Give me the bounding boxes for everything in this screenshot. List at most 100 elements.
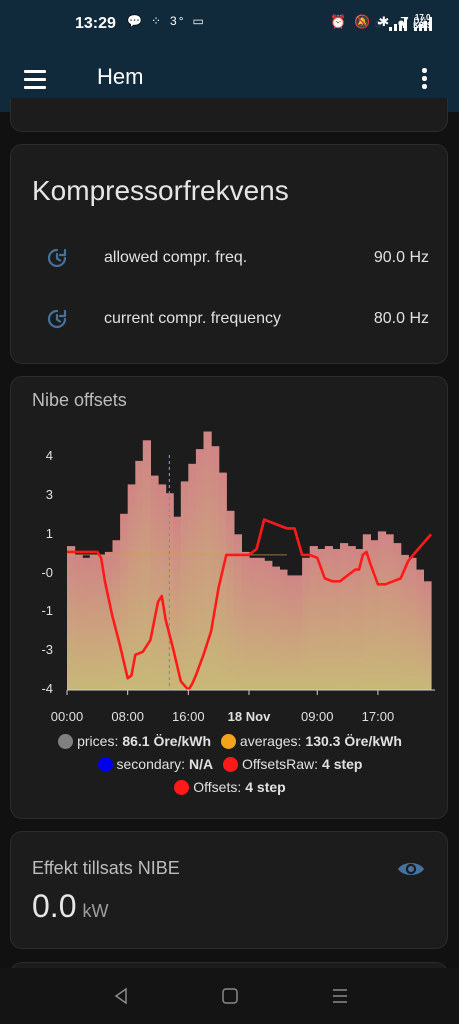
legend-row-2: secondary: N/A OffsetsRaw: 4 step xyxy=(11,756,449,775)
offsets-line xyxy=(67,518,432,692)
network-speed-value: 17,0 xyxy=(414,13,431,22)
legend-name: OffsetsRaw: xyxy=(242,756,319,772)
legend-dot xyxy=(58,733,74,749)
price-bar xyxy=(423,581,432,690)
price-bar xyxy=(195,449,205,690)
price-bar xyxy=(82,557,91,690)
price-bar xyxy=(340,543,349,690)
price-bar xyxy=(67,546,76,690)
network-speed: 17,0 KB/S xyxy=(413,14,432,30)
price-bar xyxy=(347,546,356,690)
legend-item-averages[interactable]: averages: 130.3 Öre/kWh xyxy=(220,733,402,749)
price-bar xyxy=(127,484,136,690)
legend-value: N/A xyxy=(189,756,214,772)
effekt-card[interactable]: Effekt tillsats NIBE 0.0 kW xyxy=(10,831,448,949)
x-tick-label: 08:00 xyxy=(111,709,144,724)
price-bar xyxy=(112,540,121,690)
y-tick-label: 3 xyxy=(46,487,53,502)
price-bar xyxy=(408,557,417,690)
home-square-icon[interactable] xyxy=(218,984,242,1008)
cell-signal-2-icon xyxy=(413,17,432,31)
price-bar xyxy=(362,534,371,690)
recents-lines-icon[interactable] xyxy=(328,984,352,1008)
price-bar xyxy=(142,440,151,690)
legend-dot xyxy=(174,779,190,795)
effekt-card-title: Effekt tillsats NIBE xyxy=(32,858,180,878)
entity-label: allowed compr. freq. xyxy=(104,249,248,266)
wifi-icon: ◔ xyxy=(374,16,382,31)
previous-card xyxy=(10,98,448,132)
y-tick-label: -1 xyxy=(41,603,53,618)
status-notification-icons: 💬 ⁘ 3° ▭ xyxy=(127,14,206,28)
legend-name: averages: xyxy=(239,733,302,749)
cell-signal-1-icon xyxy=(388,17,407,31)
battery-level: 7 % xyxy=(400,15,428,32)
legend-value: 4 step xyxy=(245,779,286,795)
x-tick-label: 17:00 xyxy=(362,709,395,724)
price-bar xyxy=(203,431,212,690)
entity-row-current-freq[interactable]: current compr. frequency 80.0 Hz xyxy=(11,299,449,339)
legend-row-3: Offsets: 4 step xyxy=(11,779,449,798)
y-tick-label: 4 xyxy=(46,448,53,463)
price-bar xyxy=(256,557,265,690)
price-bar xyxy=(89,554,98,690)
bluetooth-icon: ✱ xyxy=(378,14,390,29)
status-bar: 13:29 💬 ⁘ 3° ▭ ⏰ 🔕 ✱ ● 17,0 KB/S ◔ 7 % xyxy=(0,0,459,50)
offsets-chart[interactable]: 4 3 1 -0 -1 -3 -4 00:00 08:00 16:00 18 Nov 09:00 17:… xyxy=(11,377,449,727)
nibe-offsets-card: Nibe offsets 4 3 1 -0 -1 -3 -4 00:00 08:00 16:00 1… xyxy=(10,376,448,819)
entity-row-allowed-freq[interactable]: allowed compr. freq. 90.0 Hz xyxy=(11,238,449,278)
price-bar xyxy=(226,510,235,690)
price-bar xyxy=(309,546,318,690)
legend-item-offsetsraw[interactable]: OffsetsRaw: 4 step xyxy=(223,756,362,772)
price-bar xyxy=(249,557,258,690)
back-triangle-icon[interactable] xyxy=(109,984,133,1008)
entity-value: 80.0 Hz xyxy=(373,310,429,327)
kompressor-card: Kompressorfrekvens allowed compr. freq. … xyxy=(10,144,448,364)
price-bar xyxy=(211,446,220,690)
legend-name: secondary: xyxy=(116,756,185,772)
price-bar xyxy=(317,549,326,690)
price-bar xyxy=(400,554,409,690)
kompressor-card-title: Kompressorfrekvens xyxy=(32,175,289,206)
legend-item-secondary[interactable]: secondary: N/A xyxy=(97,756,214,772)
eye-icon xyxy=(398,863,424,875)
hamburger-menu-icon[interactable] xyxy=(22,66,50,94)
price-bar xyxy=(324,546,333,690)
price-bar xyxy=(415,569,424,690)
legend-dot xyxy=(223,756,239,772)
nibe-card-title: Nibe offsets xyxy=(32,390,127,410)
price-bar xyxy=(302,557,311,690)
legend-value: 86.1 Öre/kWh xyxy=(122,733,212,749)
price-bar xyxy=(271,566,280,690)
price-bar xyxy=(173,516,182,690)
effekt-value: 0.0 kW xyxy=(32,888,108,925)
more-vertical-icon[interactable] xyxy=(414,66,434,92)
price-bar xyxy=(158,484,167,690)
price-bar xyxy=(180,481,189,690)
settings-dots-icon: ⁘ xyxy=(150,14,164,28)
price-bar xyxy=(97,554,106,690)
y-tick-label: -4 xyxy=(41,681,53,696)
price-bar xyxy=(233,534,242,690)
entity-value: 90.0 Hz xyxy=(373,249,429,266)
network-speed-unit: KB/S xyxy=(413,21,433,30)
x-tick-label: 18 Nov xyxy=(228,709,271,724)
legend-item-offsets[interactable]: Offsets: 4 step xyxy=(174,779,286,795)
temperature-icon: 3° xyxy=(170,14,186,28)
entity-label: current compr. frequency xyxy=(104,310,281,327)
price-bar xyxy=(294,575,303,690)
price-bar xyxy=(332,549,341,690)
price-bar xyxy=(74,554,83,690)
y-tick-label: -3 xyxy=(41,642,53,657)
price-bar xyxy=(188,463,197,690)
legend-item-prices[interactable]: prices: 86.1 Öre/kWh xyxy=(58,733,211,749)
clock-refresh-icon xyxy=(47,248,67,268)
price-bar xyxy=(218,472,227,690)
price-bar xyxy=(241,551,250,690)
effekt-number: 0.0 xyxy=(32,888,77,924)
price-bar xyxy=(120,513,129,691)
legend-name: prices: xyxy=(77,733,119,749)
legend-dot xyxy=(220,733,236,749)
price-bar xyxy=(279,569,288,690)
legend-dot xyxy=(97,756,113,772)
